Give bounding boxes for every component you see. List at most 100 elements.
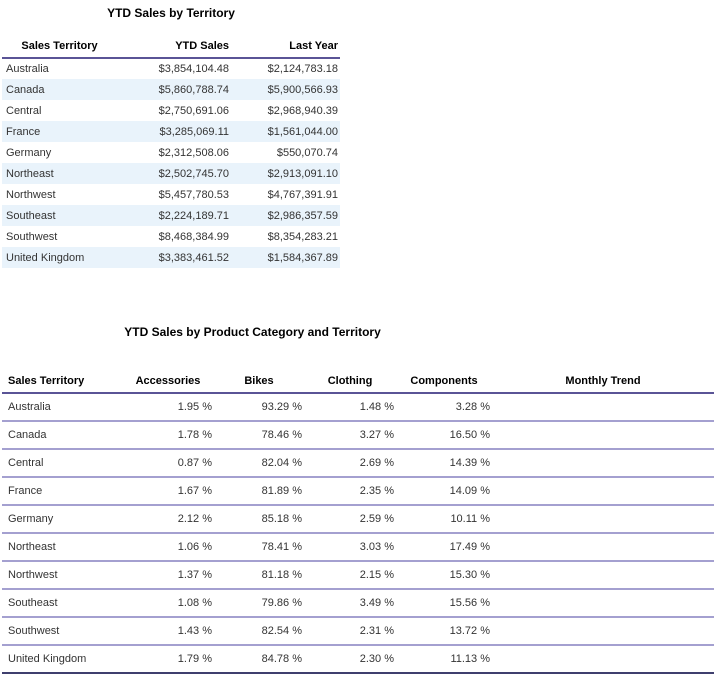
territory-cell: Northwest [6,188,56,201]
territory-cell: Northwest [2,561,122,590]
value-cell: 2.30 % [304,645,396,674]
value-cell [492,617,714,646]
value-cell [492,589,714,618]
table-row: United Kingdom 1.79 % 84.78 % 2.30 % 11.13 % [2,645,714,674]
territory-cell: Southwest [6,230,58,243]
value-cell: 2.15 % [304,561,396,590]
table1-header-sales-territory: Sales Territory [2,26,117,59]
value-cell: 3.03 % [304,533,396,562]
table2-header-components: Components [396,370,492,394]
value-cell: $2,502,745.70 [158,167,229,180]
value-cell: $2,124,783.18 [267,63,338,75]
value-cell: 82.04 % [214,449,304,478]
table1-body: Australia $3,854,104.48 $2,124,783.18 Canad… [2,58,340,268]
value-cell: 2.12 % [122,505,214,534]
table-row: Australia $3,854,104.48 $2,124,783.18 [2,58,340,79]
value-cell: $2,986,357.59 [267,209,338,222]
value-cell: $8,354,283.21 [267,230,338,243]
value-cell: $2,312,508.06 [158,146,229,159]
table-row: Central 0.87 % 82.04 % 2.69 % 14.39 % [2,449,714,478]
table-row: Canada $5,860,788.74 $5,900,566.93 [2,79,340,100]
territory-cell: Germany [6,146,52,159]
value-cell: 3.28 % [396,393,492,422]
territory-cell: Australia [2,393,122,422]
table-row: Central $2,750,691.06 $2,968,940.39 [2,100,340,121]
value-cell: 93.29 % [214,393,304,422]
value-cell: 1.08 % [122,589,214,618]
table1-header-ytd-sales: YTD Sales [117,26,231,59]
table-row: Northwest $5,457,780.53 $4,767,391.91 [2,184,340,205]
value-cell [492,505,714,534]
territory-cell: Southeast [2,589,122,618]
table2-header-sales-territory: Sales Territory [2,370,122,394]
territory-cell: Northeast [2,533,122,562]
value-cell: $1,561,044.00 [267,125,338,138]
value-cell: 79.86 % [214,589,304,618]
territory-cell: Southwest [2,617,122,646]
table-row: United Kingdom $3,383,461.52 $1,584,367.89 [2,247,340,268]
value-cell: $3,285,069.11 [159,125,229,138]
territory-cell: Central [2,449,122,478]
value-cell: 81.89 % [214,477,304,506]
value-cell: 1.37 % [122,561,214,590]
value-cell: $1,584,367.89 [267,251,338,264]
value-cell: 3.49 % [304,589,396,618]
value-cell: 14.09 % [396,477,492,506]
table-row: France 1.67 % 81.89 % 2.35 % 14.09 % [2,477,714,506]
value-cell: 1.06 % [122,533,214,562]
table-row: Germany $2,312,508.06 $550,070.74 [2,142,340,163]
value-cell: 78.46 % [214,421,304,450]
value-cell: 16.50 % [396,421,492,450]
territory-cell: Northeast [6,167,54,180]
territory-cell: France [6,125,41,138]
table2-header-monthly-trend: Monthly Trend [492,370,714,394]
territory-cell: Germany [2,505,122,534]
value-cell [492,449,714,478]
territory-cell: Southeast [6,209,56,222]
value-cell: 84.78 % [214,645,304,674]
value-cell: 13.72 % [396,617,492,646]
table2-header-accessories: Accessories [122,370,214,394]
value-cell: 0.87 % [122,449,214,478]
value-cell [492,645,714,674]
value-cell: 1.48 % [304,393,396,422]
ytd-sales-by-category-section: Sales Territory Accessories Bikes Clothi… [2,370,714,674]
table-row: Northwest 1.37 % 81.18 % 2.15 % 15.30 % [2,561,714,590]
territory-cell: United Kingdom [6,251,85,264]
value-cell: $8,468,384.99 [158,230,229,243]
value-cell: 85.18 % [214,505,304,534]
table-row: Southeast $2,224,189.71 $2,986,357.59 [2,205,340,226]
territory-cell: Canada [2,421,122,450]
value-cell: 3.27 % [304,421,396,450]
value-cell: 81.18 % [214,561,304,590]
table1-header-row: Sales Territory YTD Sales Last Year [2,26,340,59]
table2-header-clothing: Clothing [304,370,396,394]
value-cell: 15.30 % [396,561,492,590]
table-row: Northeast 1.06 % 78.41 % 3.03 % 17.49 % [2,533,714,562]
value-cell: $5,900,566.93 [267,83,338,96]
value-cell: $2,913,091.10 [267,167,338,180]
value-cell: $3,383,461.52 [158,251,229,264]
value-cell: 2.59 % [304,505,396,534]
value-cell: $2,224,189.71 [158,209,229,222]
value-cell: 2.31 % [304,617,396,646]
value-cell [492,533,714,562]
table-row: Northeast $2,502,745.70 $2,913,091.10 [2,163,340,184]
table1-header-last-year: Last Year [231,26,340,59]
value-cell: 11.13 % [396,645,492,674]
table2-body: Australia 1.95 % 93.29 % 1.48 % 3.28 % Canada… [2,393,714,674]
value-cell: $4,767,391.91 [267,188,338,201]
table-row: Southwest $8,468,384.99 $8,354,283.21 [2,226,340,247]
table-row: Germany 2.12 % 85.18 % 2.59 % 10.11 % [2,505,714,534]
value-cell [492,393,714,422]
table2-header-row: Sales Territory Accessories Bikes Clothi… [2,370,714,394]
territory-cell: United Kingdom [2,645,122,674]
value-cell: 14.39 % [396,449,492,478]
territory-cell: Central [6,104,42,117]
value-cell [492,561,714,590]
value-cell [492,421,714,450]
value-cell: 2.69 % [304,449,396,478]
value-cell: $5,860,788.74 [158,83,229,96]
value-cell: 1.95 % [122,393,214,422]
value-cell: 1.43 % [122,617,214,646]
